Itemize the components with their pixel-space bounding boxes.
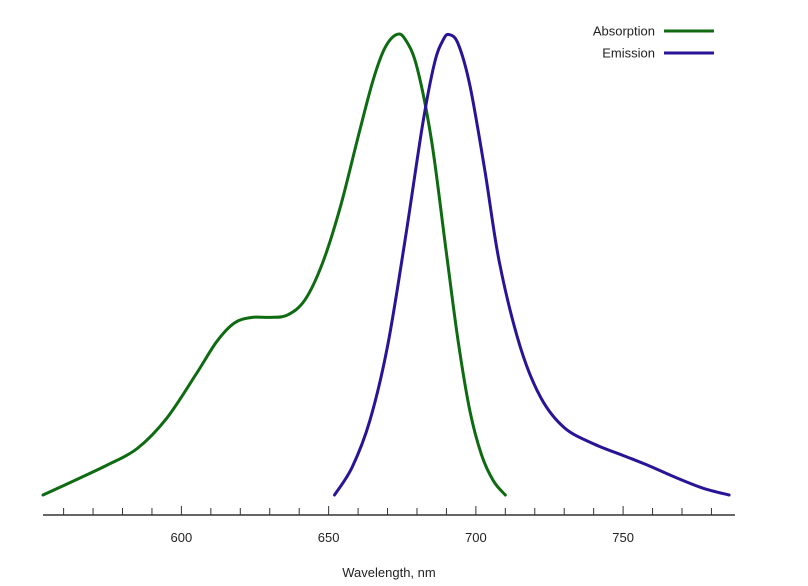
- x-axis: 600 650 700 750: [43, 506, 735, 545]
- x-ticks: 600 650 700 750: [63, 506, 712, 545]
- plot-area: [41, 32, 731, 497]
- x-axis-label: Wavelength, nm: [342, 565, 435, 580]
- legend: Absorption Emission: [593, 24, 714, 61]
- x-tick-label-650: 650: [318, 530, 340, 545]
- x-tick-label-700: 700: [465, 530, 487, 545]
- emission-line: [333, 32, 731, 497]
- absorption-line: [41, 32, 507, 497]
- legend-label-absorption: Absorption: [593, 24, 655, 39]
- x-tick-label-750: 750: [612, 530, 634, 545]
- x-tick-label-600: 600: [171, 530, 193, 545]
- legend-label-emission: Emission: [602, 46, 655, 61]
